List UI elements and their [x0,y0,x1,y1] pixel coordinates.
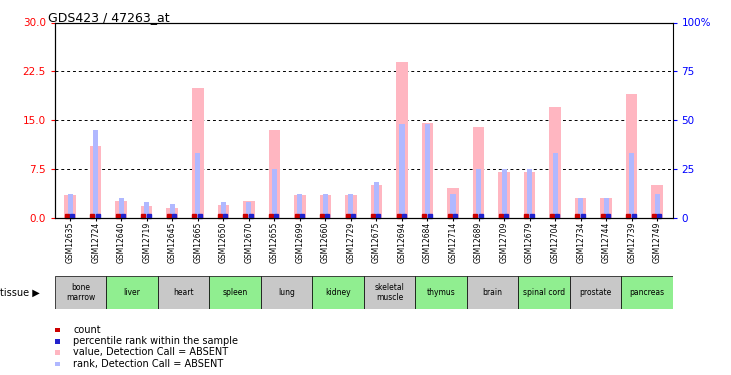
Bar [106,276,158,309]
Bar [90,146,102,218]
Bar [396,62,408,217]
Bar [422,123,433,218]
Bar [415,276,466,309]
Bar [550,107,561,218]
Text: pancreas: pancreas [629,288,664,297]
Bar [319,195,331,217]
Text: rank, Detection Call = ABSENT: rank, Detection Call = ABSENT [73,359,224,369]
Text: bone
marrow: bone marrow [66,283,95,302]
Bar [323,194,328,217]
Bar [575,198,586,217]
Bar [626,94,637,218]
Bar [312,276,363,309]
Bar [621,276,673,309]
Bar [67,194,72,217]
Text: tissue ▶: tissue ▶ [0,288,39,297]
Bar [466,276,518,309]
Text: value, Detection Call = ABSENT: value, Detection Call = ABSENT [73,348,228,357]
Bar [600,198,612,217]
Bar [221,202,226,217]
Bar [518,276,569,309]
Bar [261,276,312,309]
Text: count: count [73,325,101,335]
Text: skeletal
muscle: skeletal muscle [374,283,404,302]
Bar [499,172,510,217]
Bar [349,194,354,217]
Bar [158,276,209,309]
Text: kidney: kidney [325,288,351,297]
Bar [450,194,455,217]
Bar [345,195,357,217]
Bar [243,201,254,217]
Bar [371,185,382,218]
Text: liver: liver [124,288,140,297]
Bar [144,202,149,217]
Bar [298,194,303,217]
Bar [209,276,261,309]
Bar [425,124,430,218]
Text: spleen: spleen [222,288,248,297]
Bar [141,206,153,218]
Text: percentile rank within the sample: percentile rank within the sample [73,336,238,346]
Bar [93,130,98,218]
Bar [604,198,609,217]
Bar [655,194,660,217]
Bar [118,198,124,217]
Bar [192,87,203,218]
Bar [476,169,481,217]
Text: thymus: thymus [426,288,455,297]
Bar [629,153,635,218]
Bar [246,202,251,217]
Bar [447,188,459,218]
Bar [524,172,535,217]
Text: GDS423 / 47263_at: GDS423 / 47263_at [48,11,169,24]
Bar [55,276,106,309]
Bar [115,201,127,217]
Bar [501,169,507,217]
Bar [195,153,200,218]
Bar [553,153,558,218]
Bar [578,198,583,217]
Text: spinal cord: spinal cord [523,288,565,297]
Bar [399,124,404,218]
Bar [527,169,532,217]
Text: brain: brain [482,288,502,297]
Text: prostate: prostate [579,288,611,297]
Text: lung: lung [278,288,295,297]
Bar [651,185,663,218]
Bar [294,195,306,217]
Text: heart: heart [173,288,194,297]
Bar [473,126,484,218]
Bar [64,195,76,217]
Bar [218,204,229,218]
Bar [170,204,175,218]
Bar [363,276,415,309]
Bar [374,182,379,218]
Bar [268,130,280,218]
Bar [569,276,621,309]
Bar [272,169,277,217]
Bar [167,208,178,218]
